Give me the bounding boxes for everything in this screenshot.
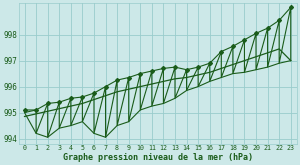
- X-axis label: Graphe pression niveau de la mer (hPa): Graphe pression niveau de la mer (hPa): [63, 152, 253, 162]
